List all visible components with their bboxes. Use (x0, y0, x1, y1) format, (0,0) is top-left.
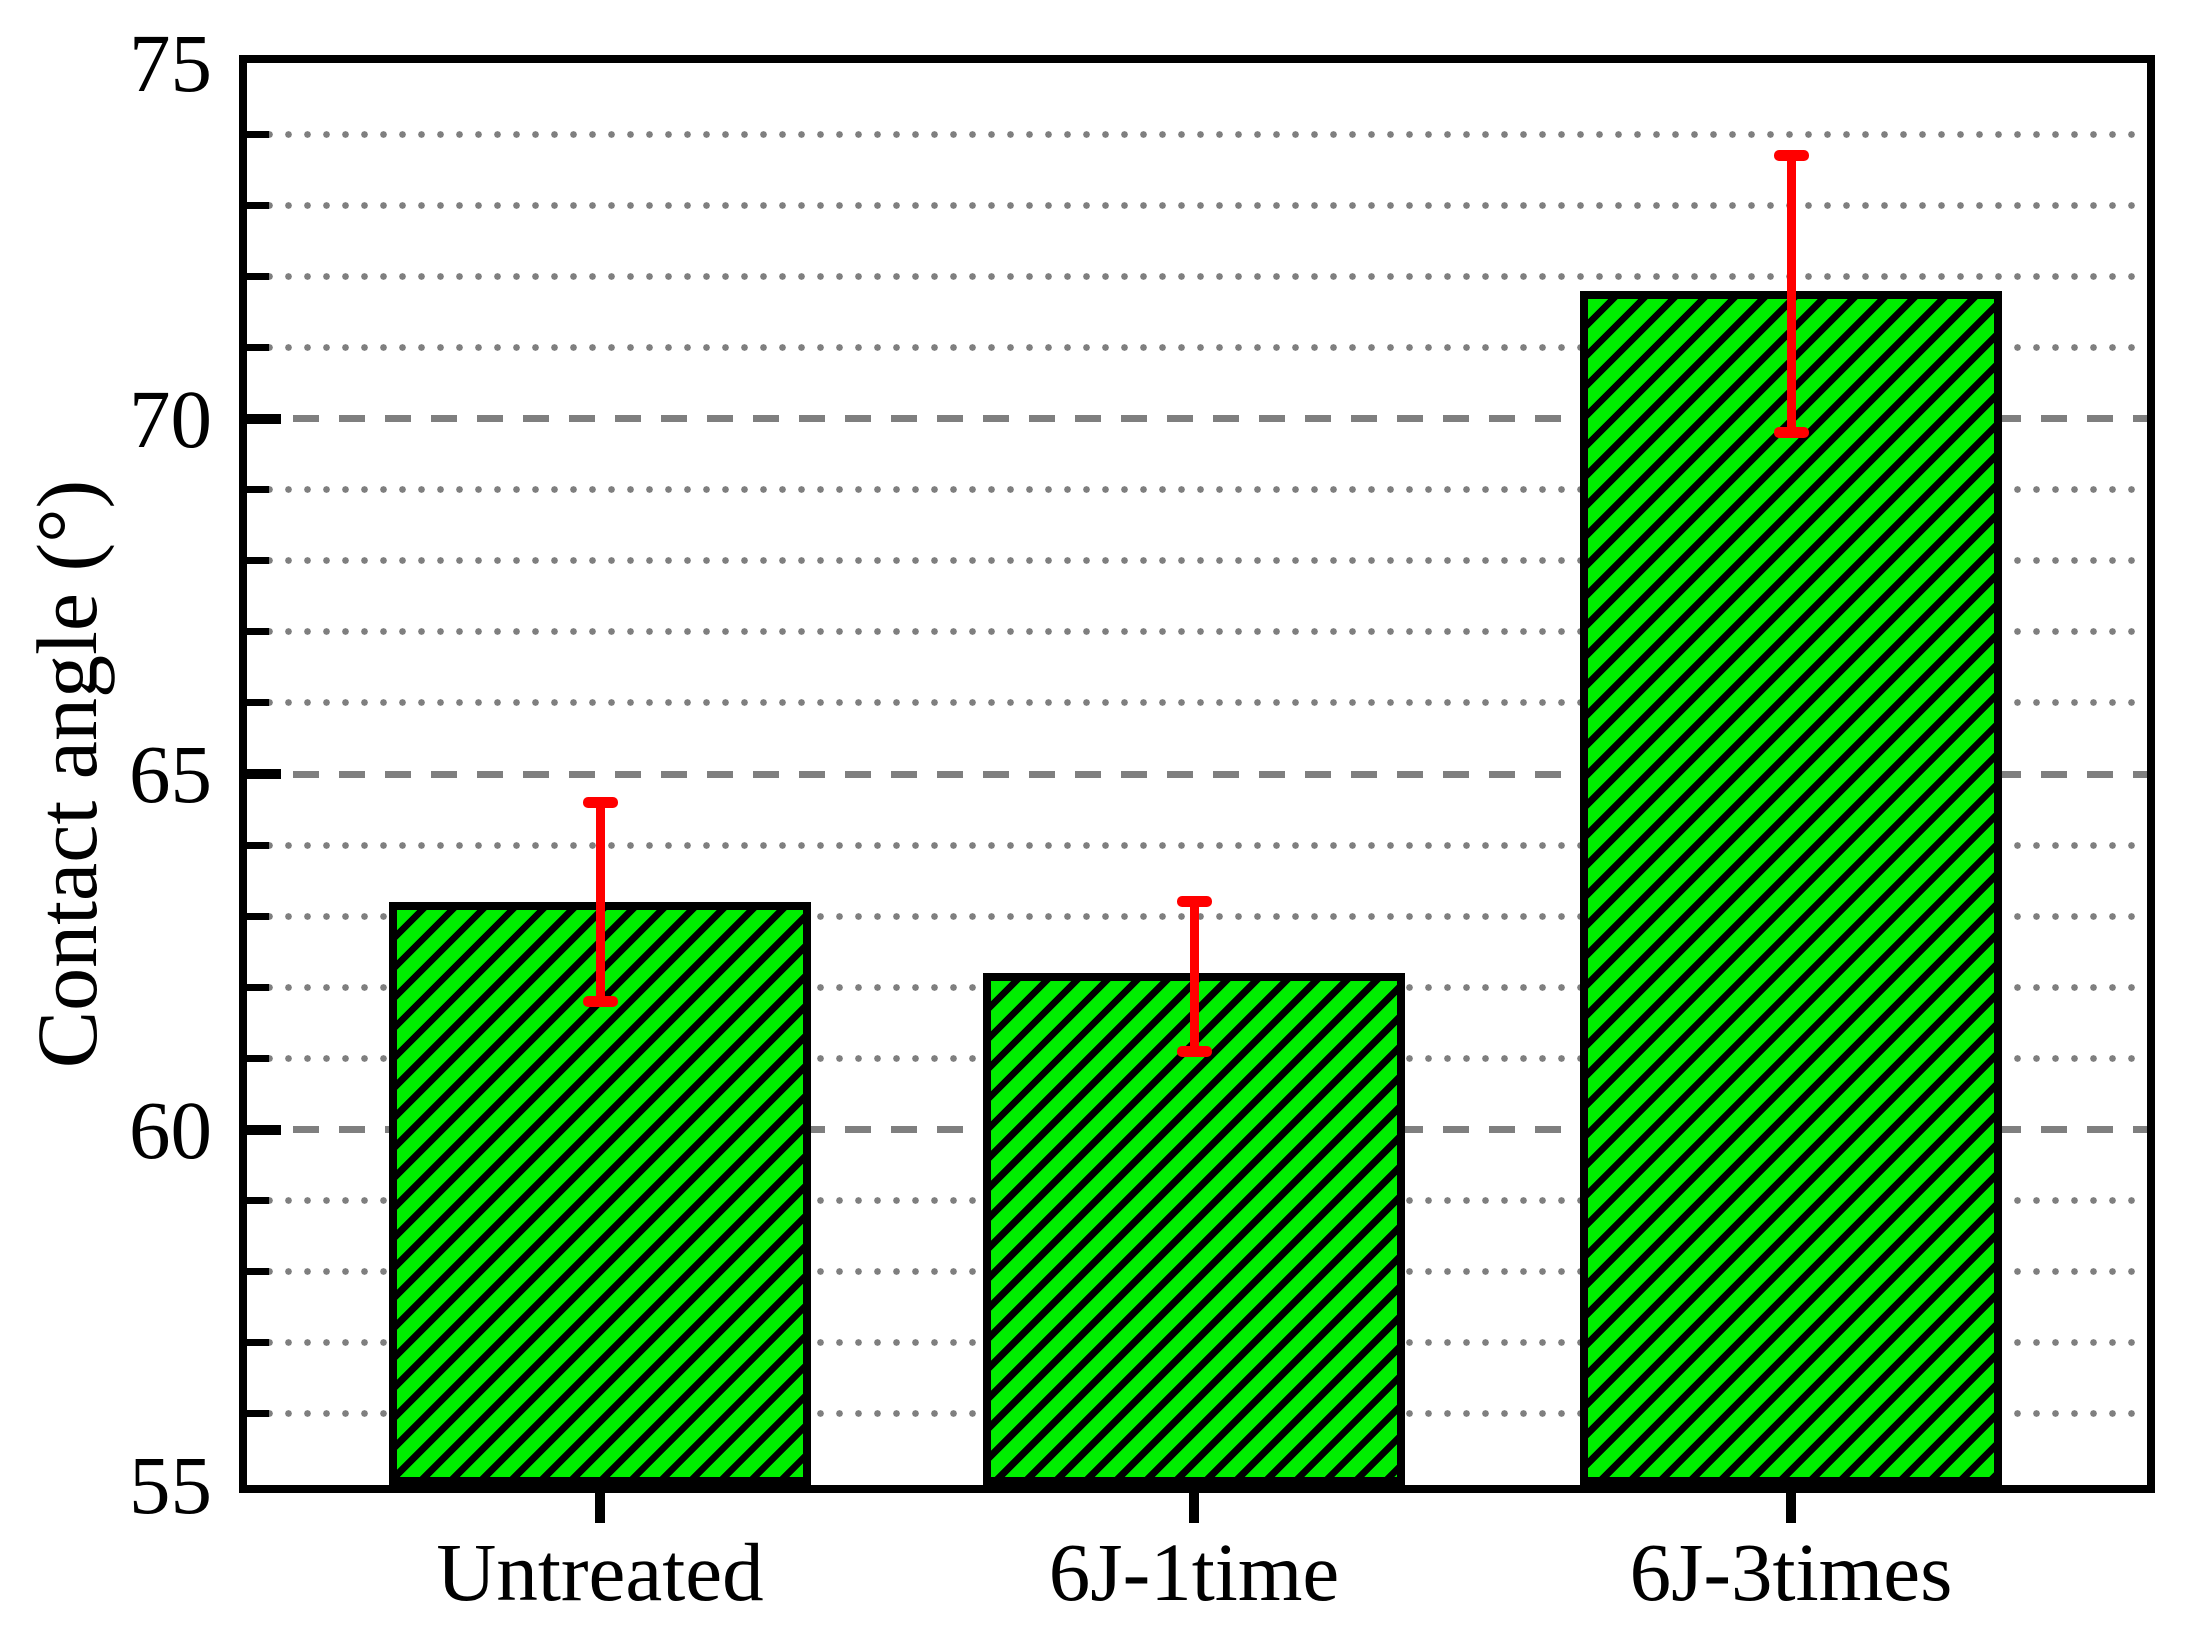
y-tick-60 (247, 1124, 281, 1135)
y-tick-label-55: 55 (129, 1439, 212, 1531)
y-tick-61 (247, 1054, 269, 1062)
gridline-minor-72 (247, 272, 2147, 280)
y-tick-label-60: 60 (129, 1083, 212, 1176)
error-bar-stem-6j-3times (1786, 155, 1796, 433)
y-tick-69 (247, 486, 269, 494)
y-tick-label-75: 75 (129, 17, 212, 109)
y-tick-74 (247, 130, 269, 138)
x-tick-6j-3times (1786, 1493, 1796, 1523)
y-tick-label-70: 70 (129, 372, 212, 465)
y-tick-68 (247, 557, 269, 565)
y-tick-57 (247, 1339, 269, 1347)
y-tick-59 (247, 1197, 269, 1205)
bar-6j-1time (983, 973, 1405, 1485)
x-tick-6j-1time (1189, 1493, 1199, 1523)
gridline-minor-74 (247, 130, 2147, 138)
x-axis-label-untreated: Untreated (436, 1526, 764, 1618)
error-bar-top-cap-6j-3times (1773, 149, 1809, 161)
y-tick-62 (247, 983, 269, 991)
y-tick-58 (247, 1268, 269, 1276)
y-tick-65 (247, 769, 281, 779)
error-bar-bottom-cap-6j-1time (1176, 1045, 1212, 1057)
y-tick-63 (247, 912, 269, 920)
y-tick-71 (247, 343, 269, 351)
gridline-minor-69 (247, 486, 2147, 494)
gridline-minor-67 (247, 628, 2147, 636)
bar-6j-3times (1580, 290, 2002, 1485)
gridline-major-65 (247, 770, 2147, 778)
error-bar-stem-untreated (595, 802, 605, 1002)
y-tick-label-65: 65 (129, 728, 212, 820)
x-tick-untreated (595, 1493, 605, 1523)
error-bar-bottom-cap-untreated (582, 996, 618, 1008)
y-tick-67 (247, 628, 269, 636)
gridline-minor-71 (247, 343, 2147, 351)
gridline-minor-66 (247, 699, 2147, 707)
y-tick-73 (247, 201, 269, 209)
x-axis-label-6j-1time: 6J-1time (1048, 1526, 1340, 1618)
gridline-minor-64 (247, 841, 2147, 849)
error-bar-stem-6j-1time (1189, 901, 1199, 1052)
x-axis-label-6j-3times: 6J-3times (1629, 1526, 1953, 1618)
error-bar-bottom-cap-6j-3times (1773, 427, 1809, 439)
error-bar-top-cap-untreated (582, 796, 618, 808)
y-tick-70 (247, 413, 281, 424)
y-tick-64 (247, 841, 269, 849)
gridline-minor-73 (247, 201, 2147, 209)
y-tick-72 (247, 272, 269, 280)
error-bar-top-cap-6j-1time (1176, 896, 1212, 908)
plot-area (247, 63, 2147, 1485)
gridline-minor-68 (247, 557, 2147, 565)
y-tick-56 (247, 1410, 269, 1418)
gridline-major-70 (247, 415, 2147, 422)
y-tick-66 (247, 699, 269, 707)
